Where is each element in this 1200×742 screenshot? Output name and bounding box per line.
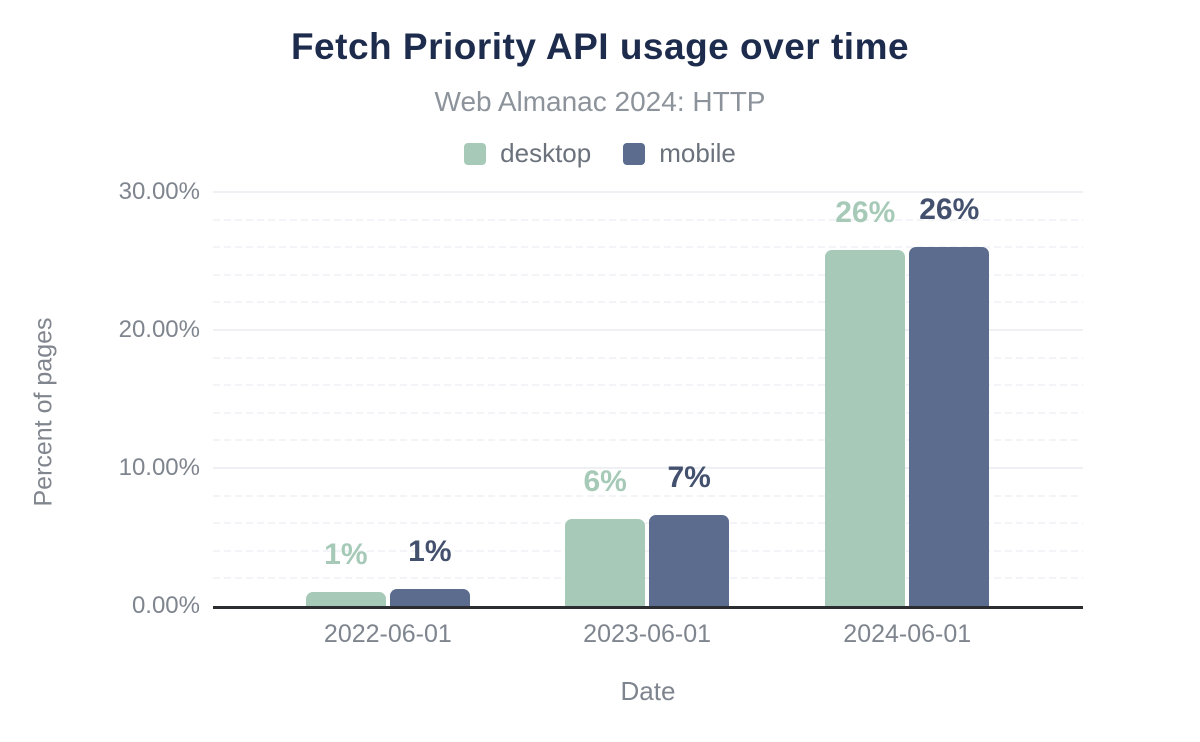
legend-label-mobile: mobile: [659, 138, 736, 168]
gridline-major: [213, 329, 1083, 332]
x-axis-line: [213, 606, 1083, 609]
legend: desktop mobile: [0, 138, 1200, 169]
plot-area: 1% 1% 2022-06-01 6% 7% 2023-06-01 26% 26% 2024-0…: [213, 191, 1083, 648]
bar-value-desktop-2023-06-01: 6%: [583, 465, 627, 499]
bar-wrap-mobile-2023-06-01: 7%: [649, 462, 730, 606]
bar-value-mobile-2022-06-01: 1%: [408, 535, 452, 569]
y-tick-20.00%: 20.00%: [118, 315, 200, 343]
bar-wrap-desktop-2024-06-01: 26%: [825, 198, 906, 606]
gridline-minor: [213, 411, 1083, 414]
bar-group-2022-06-01: 1% 1%: [305, 537, 470, 606]
bar-group-2023-06-01: 6% 7%: [565, 462, 730, 606]
y-axis-ticks: 0.00% 10.00% 20.00% 30.00%: [0, 178, 200, 619]
bar-desktop-2022-06-01[interactable]: [305, 592, 386, 606]
gridline-major: [213, 191, 1083, 193]
chart-title: Fetch Priority API usage over time: [290, 26, 910, 67]
legend-item-desktop[interactable]: desktop: [464, 138, 591, 169]
legend-swatch-mobile: [623, 142, 646, 165]
bar-wrap-mobile-2022-06-01: 1%: [389, 537, 470, 606]
legend-label-desktop: desktop: [500, 138, 592, 168]
bar-wrap-mobile-2024-06-01: 26%: [909, 195, 990, 606]
legend-item-mobile[interactable]: mobile: [623, 138, 736, 169]
bar-wrap-desktop-2023-06-01: 6%: [565, 467, 646, 606]
x-tick-2023-06-01: 2023-06-01: [583, 620, 712, 648]
gridline-minor: [213, 301, 1083, 304]
gridline-minor: [213, 273, 1083, 276]
x-axis-title: Date: [620, 676, 676, 706]
bar-value-desktop-2024-06-01: 26%: [835, 196, 896, 229]
gridline-major: [213, 467, 1083, 470]
gridline-minor: [213, 356, 1083, 359]
bar-mobile-2023-06-01[interactable]: [649, 514, 730, 606]
x-tick-2022-06-01: 2022-06-01: [323, 620, 452, 648]
bar-value-desktop-2022-06-01: 1%: [324, 538, 368, 572]
gridline-minor: [213, 549, 1083, 552]
x-tick-2024-06-01: 2024-06-01: [843, 620, 972, 648]
bar-value-mobile-2023-06-01: 7%: [667, 460, 711, 494]
bar-desktop-2024-06-01[interactable]: [825, 250, 906, 606]
y-tick-10.00%: 10.00%: [118, 453, 200, 481]
bar-mobile-2024-06-01[interactable]: [909, 247, 990, 606]
bar-desktop-2023-06-01[interactable]: [565, 519, 646, 606]
gridline-minor: [213, 218, 1083, 221]
gridline-minor: [213, 384, 1083, 387]
bar-value-mobile-2024-06-01: 26%: [919, 193, 980, 227]
gridline-minor: [213, 577, 1083, 580]
gridline-minor: [213, 494, 1083, 497]
bar-group-2024-06-01: 26% 26%: [825, 195, 990, 606]
gridline-minor: [213, 439, 1083, 442]
chart-subtitle: Web Almanac 2024: HTTP: [434, 86, 766, 117]
legend-swatch-desktop: [464, 142, 487, 165]
y-tick-30.00%: 30.00%: [118, 178, 200, 205]
bar-wrap-desktop-2022-06-01: 1%: [305, 540, 386, 606]
y-tick-0.00%: 0.00%: [131, 592, 200, 619]
gridline-minor: [213, 522, 1083, 525]
gridline-minor: [213, 246, 1083, 249]
bar-mobile-2022-06-01[interactable]: [389, 589, 470, 606]
